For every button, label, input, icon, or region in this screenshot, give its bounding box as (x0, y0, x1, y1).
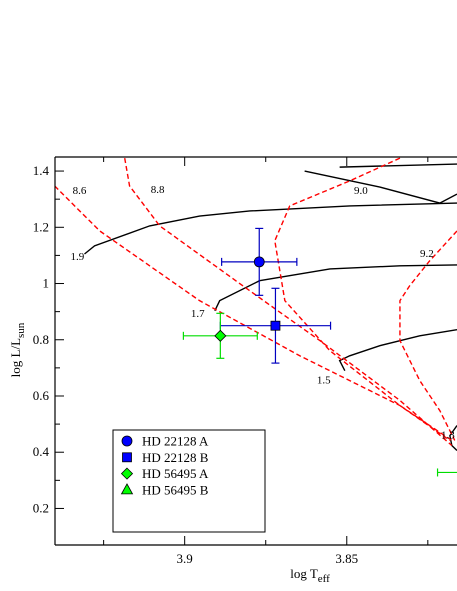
track-line (84, 202, 457, 255)
x-tick-label: 3.9 (177, 551, 193, 566)
marker (253, 256, 265, 268)
marker (270, 320, 281, 331)
track-line (304, 170, 457, 204)
y-tick-label: 0.2 (33, 500, 49, 515)
legend-marker (120, 467, 134, 480)
isochrone-label: 9.2 (420, 248, 434, 260)
y-tick-label: 0.6 (33, 388, 50, 403)
y-label-main: log L/L (8, 338, 23, 377)
track-label: 1.9 (71, 251, 85, 263)
legend-marker (122, 452, 132, 463)
isochrone-line (55, 185, 451, 441)
x-label-main: log T (290, 566, 318, 581)
y-axis-label: log L/Lsun (8, 322, 27, 377)
track-line (338, 328, 457, 372)
x-axis-label: log Teff (290, 566, 330, 585)
y-tick-label: 1.2 (33, 219, 49, 234)
legend-label: HD 56495 B (142, 482, 209, 497)
isochrone-label: 8.6 (73, 185, 87, 197)
y-tick-label: 0.8 (33, 332, 49, 347)
isochrone-line (274, 157, 453, 441)
x-tick-label: 3.85 (335, 551, 358, 566)
y-tick-label: 0.4 (33, 444, 50, 459)
legend-marker (120, 483, 134, 495)
legend-label: HD 22128 B (142, 450, 209, 465)
plot-area (55, 157, 457, 477)
track-label: 1.5 (317, 375, 331, 387)
track-label: 1.3 (441, 430, 455, 442)
legend-marker (121, 435, 133, 447)
track-line (339, 163, 457, 168)
isochrone-label: 8.8 (151, 184, 165, 196)
legend-label: HD 56495 A (142, 466, 209, 481)
legend-box (112, 429, 266, 533)
x-label-sub: eff (318, 573, 330, 585)
y-tick-label: 1 (43, 276, 50, 291)
y-tick-label: 1.4 (33, 163, 50, 178)
isochrone-label: 9.0 (354, 185, 368, 197)
track-label: 1.7 (191, 308, 205, 320)
marker (214, 329, 227, 342)
isochrone-line (124, 158, 453, 446)
y-label-sub: sun (15, 322, 27, 338)
track-line (214, 264, 457, 312)
legend-label: HD 22128 A (142, 434, 209, 449)
isochrone-line (399, 230, 457, 441)
